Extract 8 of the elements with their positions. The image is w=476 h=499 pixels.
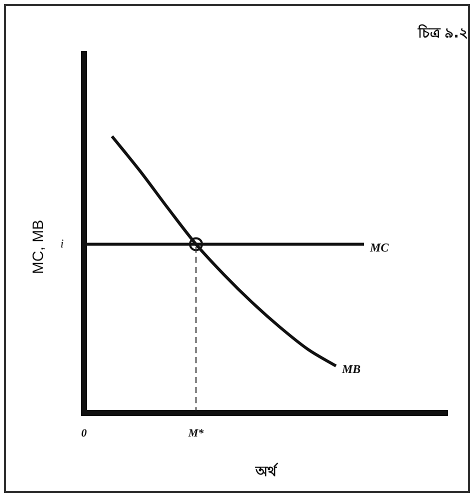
series-label: MB <box>341 362 361 376</box>
x-axis-title: অর্থ <box>254 462 278 480</box>
series-label: MC <box>369 240 390 254</box>
x-tick-label: M* <box>187 427 204 440</box>
x-tick-label: 0 <box>81 427 88 440</box>
text: i <box>60 236 64 250</box>
y-axis-title: MC, MB <box>30 220 48 274</box>
chart-title: চিত্র ৯.২ <box>416 24 468 42</box>
